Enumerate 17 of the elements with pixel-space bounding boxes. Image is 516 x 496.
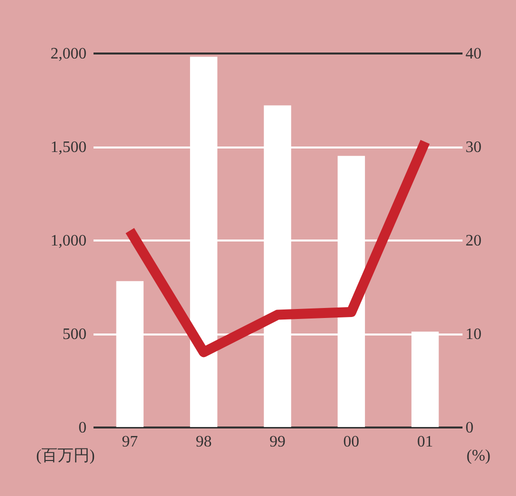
y2-axis-title: (%) (466, 448, 490, 464)
y-tick-label: 0 (78, 420, 86, 436)
x-tick-label: 98 (196, 434, 212, 450)
y2-tick-label: 40 (466, 46, 482, 62)
y-tick-label: 2,000 (50, 46, 86, 62)
x-tick-label: 97 (122, 434, 138, 450)
y-axis-title: (百万円) (36, 448, 95, 464)
x-tick-label: 99 (270, 434, 286, 450)
y-tick-label: 1,000 (50, 232, 86, 250)
x-tick-label: 00 (343, 434, 360, 450)
x-tick-label: 01 (417, 434, 434, 450)
y2-tick-label: 20 (466, 232, 482, 250)
y2-tick-label: 30 (466, 139, 482, 156)
y-tick-label: 500 (62, 326, 86, 343)
y2-tick-label: 10 (466, 326, 482, 343)
y-tick-label: 1,500 (50, 139, 86, 156)
y2-tick-label: 0 (466, 420, 474, 436)
